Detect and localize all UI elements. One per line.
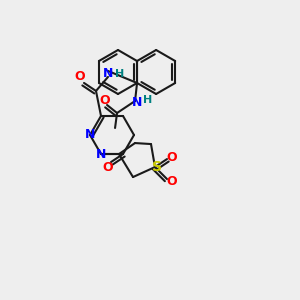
Text: N: N bbox=[85, 128, 95, 142]
Text: N: N bbox=[96, 148, 106, 160]
Text: H: H bbox=[143, 95, 153, 105]
Text: N: N bbox=[132, 97, 142, 110]
Text: O: O bbox=[103, 160, 113, 174]
Text: O: O bbox=[75, 70, 85, 83]
Text: O: O bbox=[167, 175, 177, 188]
Text: N: N bbox=[103, 68, 113, 80]
Text: O: O bbox=[167, 151, 177, 164]
Text: H: H bbox=[116, 69, 124, 79]
Text: S: S bbox=[152, 160, 162, 174]
Text: O: O bbox=[100, 94, 110, 107]
